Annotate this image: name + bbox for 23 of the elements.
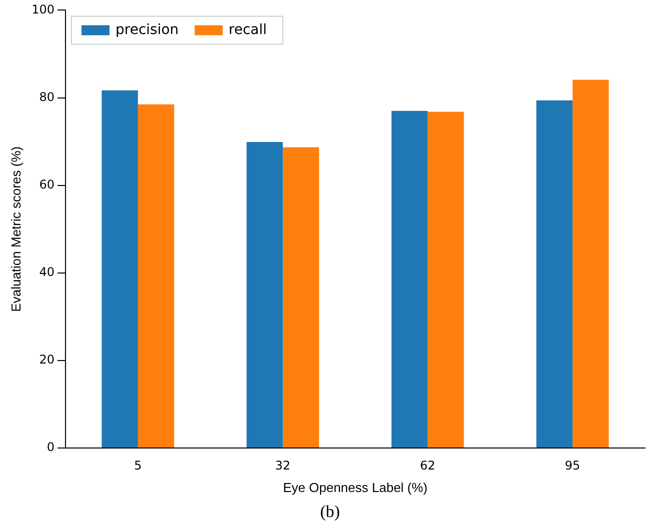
x-tick-label: 62: [420, 458, 436, 472]
bar: [282, 147, 320, 448]
x-tick-label: 32: [275, 458, 290, 472]
y-axis-title: Evaluation Metric scores (%): [8, 146, 24, 312]
y-tick-label: 80: [39, 90, 55, 104]
bar: [572, 80, 609, 448]
bar: [102, 90, 138, 448]
text: (b): [319, 502, 341, 522]
bar: [428, 112, 464, 448]
x-axis-title: Eye Openness Label (%): [282, 480, 428, 495]
bar: [536, 100, 573, 448]
y-tick-label: 0: [46, 440, 55, 454]
legend-label: recall: [228, 22, 267, 38]
bar: [246, 142, 283, 448]
x-tick-label: 95: [564, 458, 580, 472]
y-tick-label: 20: [39, 352, 55, 367]
y-tick-label: 40: [39, 265, 55, 280]
bar: [138, 104, 174, 448]
bar: [391, 110, 428, 448]
x-tick-label: 5: [134, 458, 142, 472]
y-tick-label: 60: [39, 177, 55, 192]
legend-label: precision: [116, 22, 179, 38]
y-tick-label: 100: [32, 2, 55, 16]
